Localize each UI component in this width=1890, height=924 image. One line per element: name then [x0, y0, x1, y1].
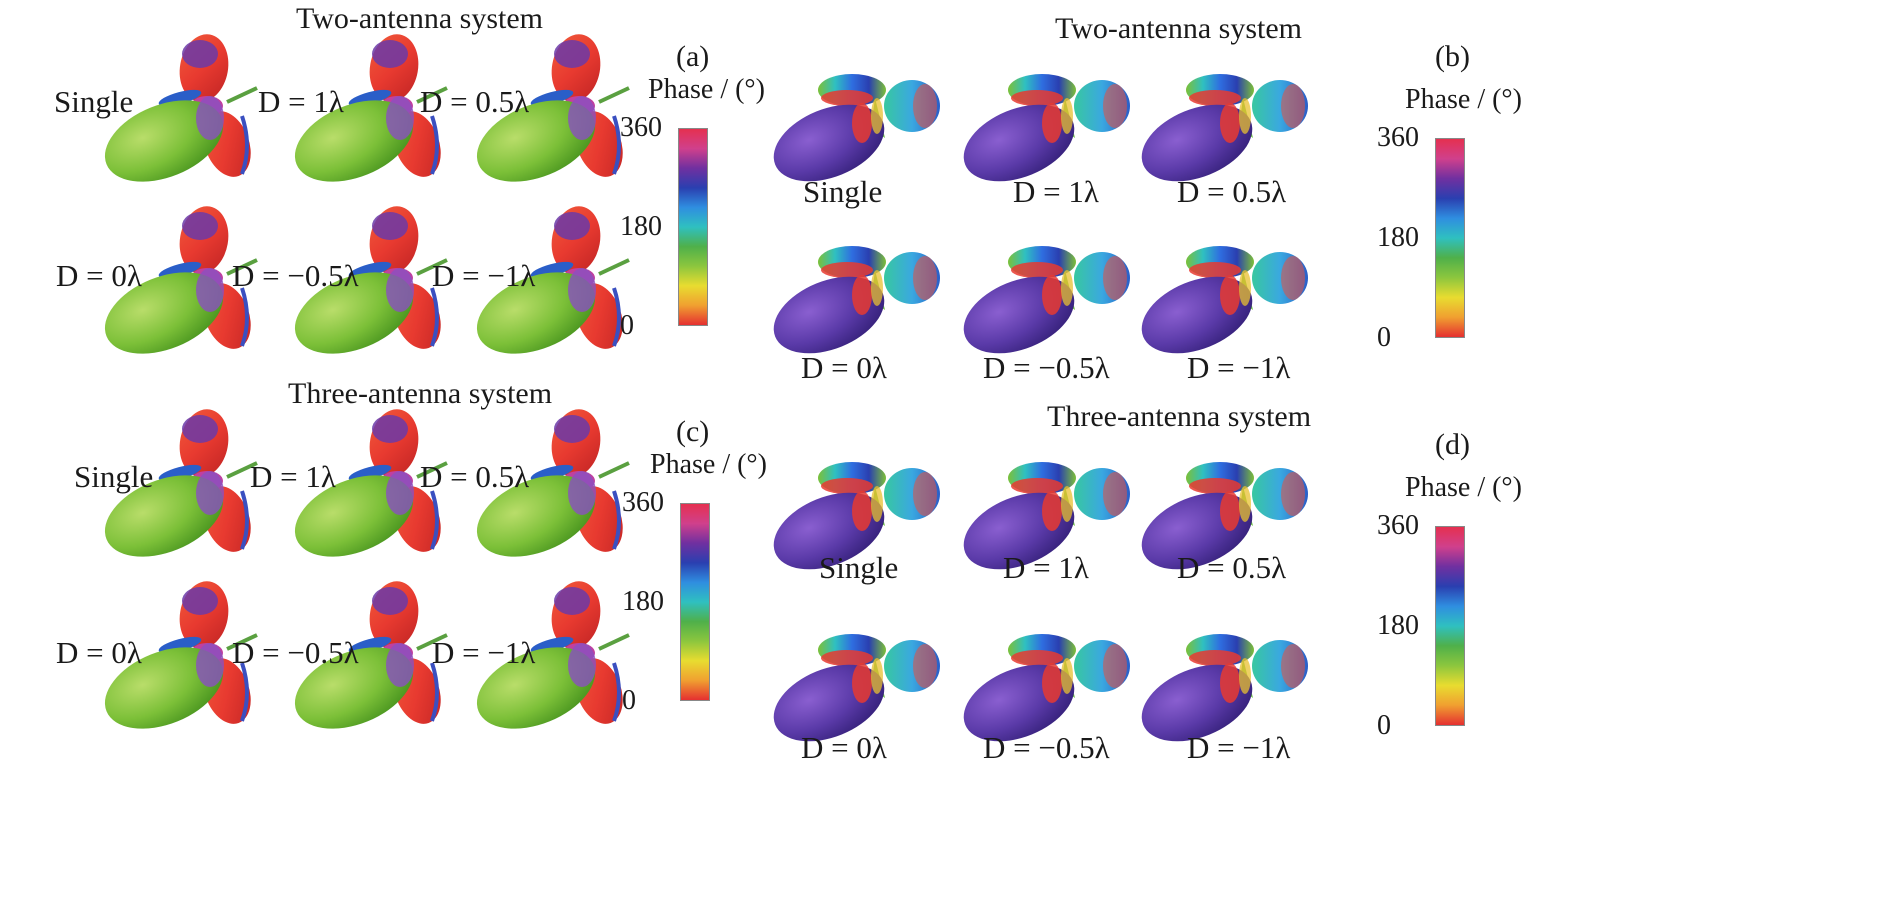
radiation-pattern	[773, 74, 940, 182]
pattern-label: Single	[54, 84, 134, 119]
radiation-pattern	[294, 409, 448, 557]
left-colorbar-tick: 0	[622, 685, 636, 716]
panel-letter: (c)	[676, 415, 710, 448]
radiation-pattern	[294, 581, 448, 729]
left-colorbar-title: Phase / (°)	[648, 74, 765, 105]
pattern-label: D = −1λ	[1187, 350, 1291, 385]
group-title: Two-antenna system	[1055, 12, 1303, 45]
left-colorbar-tick: 360	[622, 487, 664, 518]
radiation-pattern	[294, 34, 448, 182]
pattern-label: Single	[74, 459, 154, 494]
radiation-pattern	[1141, 634, 1308, 742]
pattern-label: D = 1λ	[1013, 174, 1099, 209]
radiation-pattern	[1141, 74, 1308, 182]
radiation-pattern	[773, 462, 940, 570]
pattern-label: D = 0.5λ	[420, 459, 530, 494]
right-colorbar-tick: 360	[1377, 122, 1419, 153]
left-colorbar	[678, 128, 708, 326]
pattern-label: Single	[803, 174, 883, 209]
panel-left: Two-antenna system (a) Single D = 1λ D = 0.5…	[54, 2, 767, 729]
group-title: Two-antenna system	[296, 2, 544, 35]
radiation-pattern	[104, 206, 258, 354]
radiation-pattern	[963, 634, 1130, 742]
radiation-pattern	[963, 74, 1130, 182]
right-colorbar	[1435, 138, 1465, 338]
group-title: Three-antenna system	[288, 377, 553, 410]
radiation-pattern	[963, 246, 1130, 354]
radiation-pattern	[476, 34, 630, 182]
panel-letter: (d)	[1435, 428, 1470, 461]
radiation-pattern	[963, 462, 1130, 570]
pattern-label: D = −0.5λ	[983, 350, 1110, 385]
right-colorbar-tick: 180	[1377, 610, 1419, 641]
right-colorbar-title: Phase / (°)	[1405, 472, 1522, 503]
left-colorbar	[680, 503, 710, 701]
right-colorbar-tick: 0	[1377, 710, 1391, 741]
right-colorbar-tick: 0	[1377, 322, 1391, 353]
pattern-label: D = 0λ	[801, 350, 887, 385]
panel-letter: (b)	[1435, 40, 1470, 73]
radiation-pattern	[773, 634, 940, 742]
radiation-pattern	[104, 409, 258, 557]
pattern-label: D = −1λ	[1187, 730, 1291, 765]
left-colorbar-title: Phase / (°)	[650, 449, 767, 480]
pattern-label: D = 0.5λ	[1177, 174, 1287, 209]
radiation-pattern	[294, 206, 448, 354]
radiation-pattern	[1141, 462, 1308, 570]
left-colorbar-tick: 0	[620, 310, 634, 341]
panel-right: Two-antenna system (b) Single D = 1λ D = 0.5…	[773, 0, 1890, 924]
radiation-pattern	[476, 206, 630, 354]
radiation-pattern	[773, 246, 940, 354]
radiation-pattern	[476, 581, 630, 729]
right-colorbar-tick: 360	[1377, 510, 1419, 541]
radiation-pattern	[476, 409, 630, 557]
pattern-label: D = 1λ	[250, 459, 336, 494]
radiation-pattern	[104, 581, 258, 729]
pattern-label: Single	[819, 550, 899, 585]
left-colorbar-tick: 360	[620, 112, 662, 143]
pattern-label: D = 0.5λ	[420, 84, 530, 119]
group-title: Three-antenna system	[1047, 400, 1312, 433]
pattern-label: D = −1λ	[432, 635, 536, 670]
pattern-label: D = 0.5λ	[1177, 550, 1287, 585]
pattern-label: D = 0λ	[56, 635, 142, 670]
radiation-pattern	[104, 34, 258, 182]
right-colorbar-title: Phase / (°)	[1405, 84, 1522, 115]
pattern-label: D = 1λ	[1003, 550, 1089, 585]
left-colorbar-tick: 180	[620, 211, 662, 242]
pattern-label: D = −0.5λ	[232, 635, 359, 670]
pattern-label: D = 1λ	[258, 84, 344, 119]
right-colorbar	[1435, 526, 1465, 726]
pattern-label: D = −0.5λ	[232, 258, 359, 293]
radiation-pattern	[1141, 246, 1308, 354]
pattern-label: D = 0λ	[801, 730, 887, 765]
pattern-label: D = −0.5λ	[983, 730, 1110, 765]
left-colorbar-tick: 180	[622, 586, 664, 617]
pattern-label: D = −1λ	[432, 258, 536, 293]
right-colorbar-tick: 180	[1377, 222, 1419, 253]
panel-letter: (a)	[676, 40, 710, 73]
pattern-label: D = 0λ	[56, 258, 142, 293]
